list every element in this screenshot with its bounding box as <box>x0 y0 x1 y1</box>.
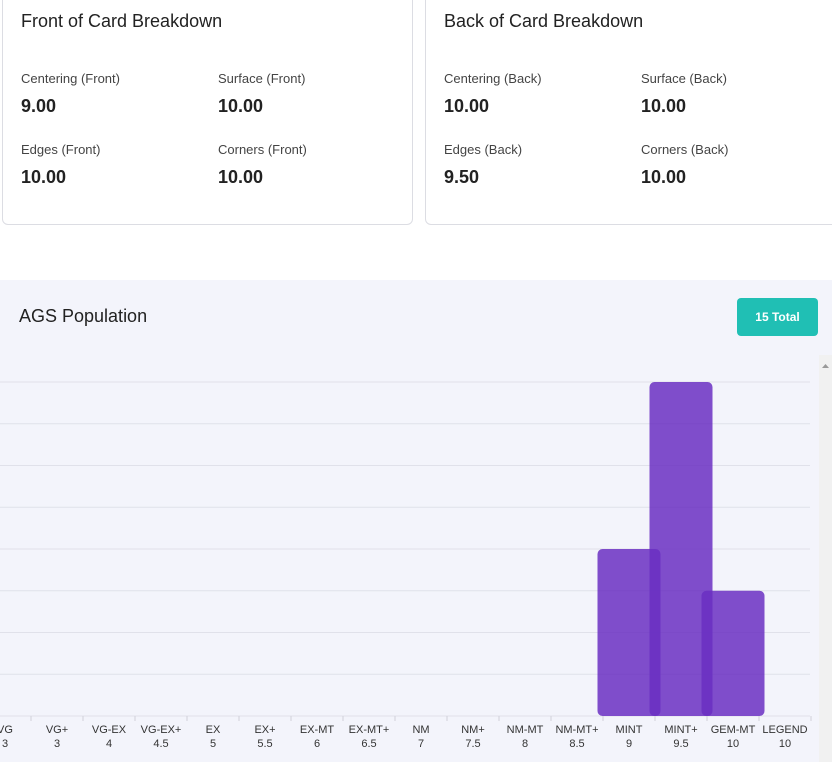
grade-value: 9.00 <box>21 96 57 116</box>
grade-item: Edges (Front) 10.00 <box>21 142 201 188</box>
x-tick-label: EX <box>206 724 221 736</box>
x-tick-grade: 7 <box>418 738 424 750</box>
x-tick-label: EX-MT+ <box>349 724 390 736</box>
x-tick-grade: 10 <box>727 738 739 750</box>
x-tick-label: VG-EX <box>92 724 127 736</box>
x-tick-label: NM-MT <box>507 724 544 736</box>
x-tick-grade: 4 <box>106 738 112 750</box>
card-title: Front of Card Breakdown <box>21 11 223 31</box>
grade-item: Surface (Front) 10.00 <box>218 71 398 117</box>
grade-value: 10.00 <box>218 96 264 116</box>
grade-item: Centering (Back) 10.00 <box>444 71 624 117</box>
x-tick-label: EX-MT <box>300 724 335 736</box>
x-tick-grade: 5 <box>210 738 216 750</box>
back-card: Back of Card Breakdown Centering (Back) 1… <box>425 0 832 225</box>
x-tick-grade: 10 <box>779 738 791 750</box>
grade-item: Edges (Back) 9.50 <box>444 142 624 188</box>
x-tick-label: GEM-MT <box>711 724 756 736</box>
population-panel: 15 Total AGS Population VG 3 VG+ 3 VG-EX 4 VG-… <box>0 280 832 762</box>
x-tick-label: LEGEND <box>762 724 807 736</box>
grade-label: Edges (Back) <box>444 142 523 157</box>
x-tick-label: VG-EX+ <box>141 724 182 736</box>
x-tick-grade: 8 <box>522 738 528 750</box>
x-tick-grade: 5.5 <box>257 738 272 750</box>
x-tick-grade: 7.5 <box>465 738 480 750</box>
grade-value: 10.00 <box>641 167 687 187</box>
grade-value: 10.00 <box>444 96 490 116</box>
x-tick-label: NM <box>412 724 429 736</box>
x-tick-grade: 3 <box>2 738 8 750</box>
grade-item: Corners (Back) 10.00 <box>641 142 821 188</box>
x-tick-label: VG <box>0 724 13 736</box>
grade-value: 10.00 <box>641 96 687 116</box>
grade-label: Surface (Back) <box>641 71 727 86</box>
scrollbar[interactable] <box>819 355 832 762</box>
x-tick-grade: 3 <box>54 738 60 750</box>
chart-title: AGS Population <box>19 306 147 326</box>
grade-item: Corners (Front) 10.00 <box>218 142 398 188</box>
front-card: Front of Card Breakdown Centering (Front… <box>2 0 413 225</box>
x-tick-label: MINT+ <box>664 724 697 736</box>
x-tick-grade: 9.5 <box>673 738 688 750</box>
grade-label: Centering (Back) <box>444 71 542 86</box>
grade-label: Corners (Back) <box>641 142 729 157</box>
x-tick-label: NM+ <box>461 724 485 736</box>
grade-label: Surface (Front) <box>218 71 306 86</box>
grade-item: Surface (Back) 10.00 <box>641 71 821 117</box>
chart: AGS Population VG 3 VG+ 3 VG-EX 4 VG-EX+ 4.5 EX 5… <box>0 306 832 762</box>
x-tick-label: MINT <box>616 724 643 736</box>
grade-label: Edges (Front) <box>21 142 101 157</box>
x-tick-grade: 6 <box>314 738 320 750</box>
card-title: Back of Card Breakdown <box>444 11 644 31</box>
grade-value: 10.00 <box>21 167 67 187</box>
x-tick-label: EX+ <box>254 724 275 736</box>
x-tick-grade: 4.5 <box>153 738 168 750</box>
grade-item: Centering (Front) 9.00 <box>21 71 201 117</box>
total-button[interactable]: 15 Total <box>737 298 818 336</box>
grade-value: 9.50 <box>444 167 480 187</box>
bar <box>597 549 661 716</box>
scroll-arrow[interactable] <box>822 364 829 368</box>
grade-value: 10.00 <box>218 167 264 187</box>
x-tick-label: NM-MT+ <box>555 724 598 736</box>
x-tick-grade: 6.5 <box>361 738 376 750</box>
grade-label: Corners (Front) <box>218 142 307 157</box>
grade-label: Centering (Front) <box>21 71 120 86</box>
bar <box>649 382 713 716</box>
x-tick-grade: 9 <box>626 738 632 750</box>
bar <box>701 590 765 716</box>
x-tick-grade: 8.5 <box>569 738 584 750</box>
x-tick-label: VG+ <box>46 724 68 736</box>
